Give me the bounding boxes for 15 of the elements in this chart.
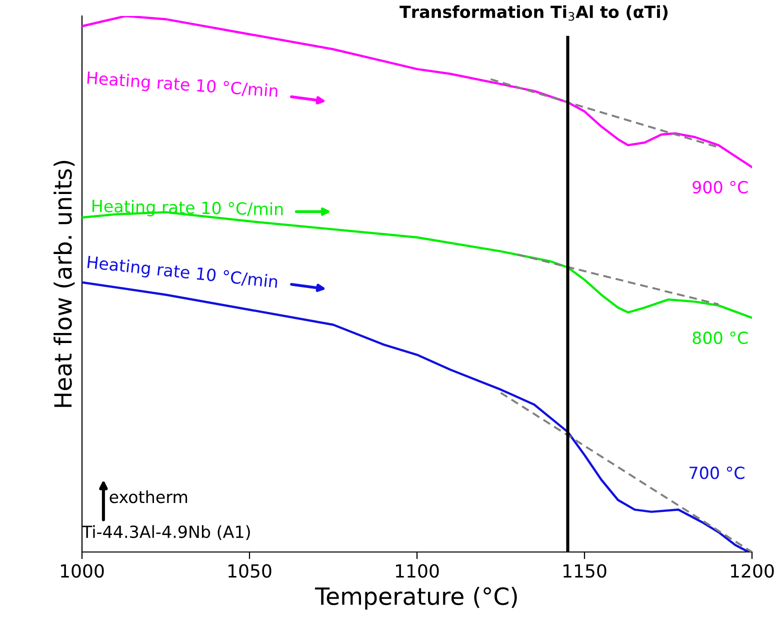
x-tick-label: 1000 (61, 564, 104, 578)
x-tick-label: 1150 (564, 564, 606, 578)
series-label: 800 °C (692, 331, 748, 344)
x-axis-title: Temperature (°C) (315, 586, 517, 610)
x-tick-label: 1200 (731, 564, 774, 578)
series-label: 900 °C (692, 180, 748, 194)
annotation: Heating rate 10 °C/min (86, 255, 278, 292)
series-label: 700 °C (690, 466, 744, 480)
annotation: Ti-44.3Al-4.9Nb (A1) (82, 525, 250, 540)
y-axis-title: Heat flow (arb. units) (54, 160, 75, 407)
ref-line-label: Transformation Ti$_{3}$Al to (αTi) (400, 5, 668, 21)
x-tick-label: 1100 (396, 564, 439, 578)
annotation: exotherm (110, 490, 188, 504)
annotation: Heating rate 10 °C/min (86, 71, 278, 100)
x-tick-label: 1050 (228, 564, 272, 578)
